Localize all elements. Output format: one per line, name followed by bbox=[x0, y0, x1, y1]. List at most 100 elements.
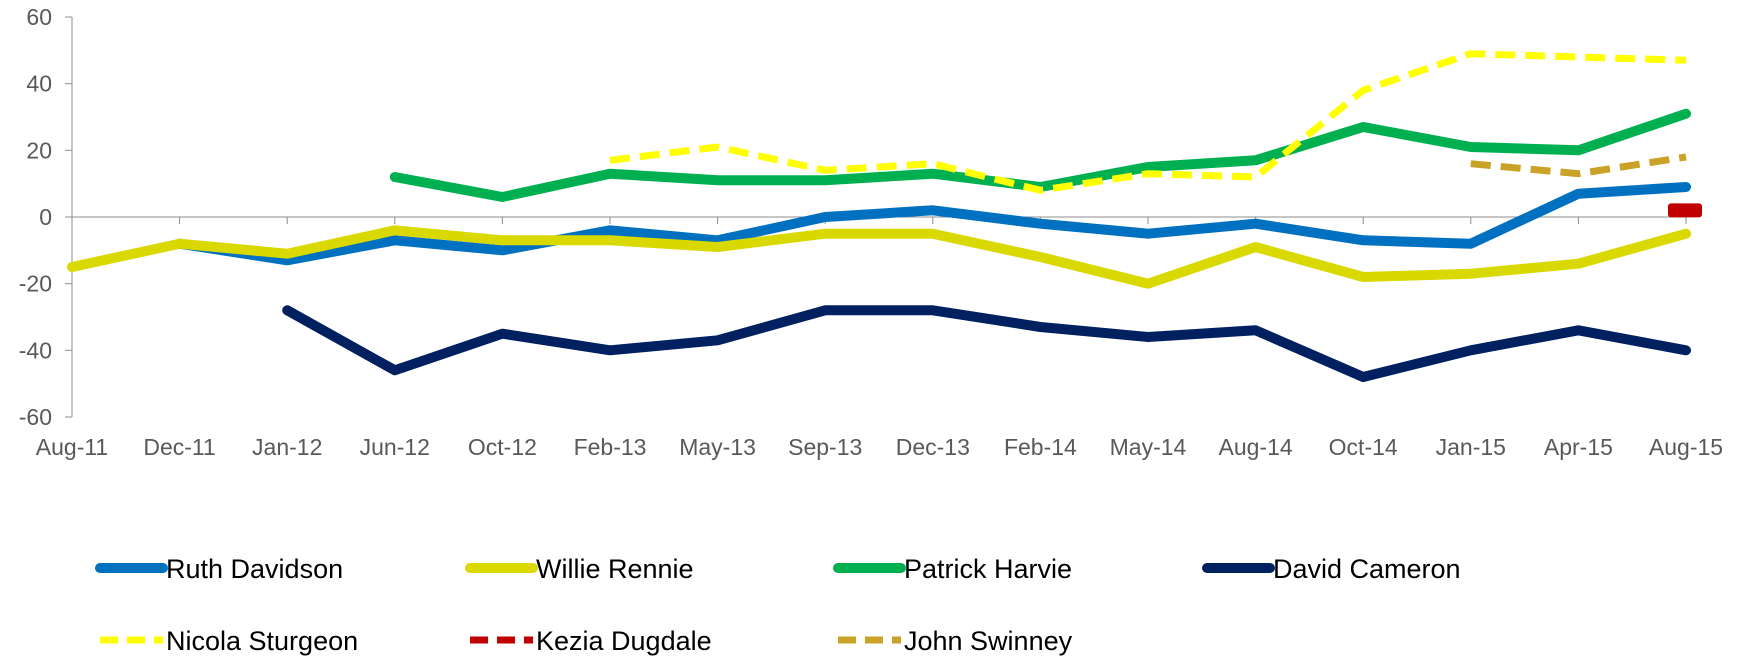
data-point bbox=[1470, 273, 1472, 275]
data-point bbox=[609, 173, 611, 175]
x-tick-label: Jun-12 bbox=[360, 434, 430, 460]
y-tick-label: -60 bbox=[19, 404, 52, 430]
data-point bbox=[932, 309, 934, 311]
x-tick-label: Dec-13 bbox=[896, 434, 970, 460]
data-point bbox=[1039, 223, 1041, 225]
data-point bbox=[717, 179, 719, 181]
legend-label: Patrick Harvie bbox=[904, 554, 1072, 584]
x-tick-label: Feb-13 bbox=[574, 434, 647, 460]
y-tick-label: 40 bbox=[26, 71, 52, 97]
data-point bbox=[717, 339, 719, 341]
data-point bbox=[394, 229, 396, 231]
x-tick-label: Aug-11 bbox=[36, 434, 108, 460]
legend-item: Patrick Harvie bbox=[833, 554, 1072, 584]
data-point bbox=[1577, 193, 1579, 195]
data-point bbox=[1039, 189, 1041, 191]
data-point bbox=[1685, 349, 1687, 351]
x-tick-label: Feb-14 bbox=[1004, 434, 1077, 460]
series-patrick-harvie bbox=[389, 108, 1691, 202]
data-point bbox=[179, 243, 181, 245]
series-kezia-dugdale bbox=[1668, 203, 1702, 218]
series-line bbox=[1470, 153, 1687, 178]
x-tick-label: Aug-15 bbox=[1649, 434, 1723, 460]
data-point bbox=[1362, 239, 1364, 241]
data-point bbox=[1362, 276, 1364, 278]
data-point bbox=[1470, 349, 1472, 351]
data-point bbox=[501, 249, 503, 251]
data-point bbox=[1685, 59, 1687, 61]
data-point bbox=[932, 233, 934, 235]
x-tick-label: Dec-11 bbox=[143, 434, 215, 460]
legend-label: Willie Rennie bbox=[536, 554, 694, 584]
data-point bbox=[1255, 246, 1257, 248]
series-david-cameron bbox=[282, 305, 1691, 382]
legend-label: David Cameron bbox=[1273, 554, 1461, 584]
data-point bbox=[1577, 173, 1579, 175]
data-point bbox=[1577, 149, 1579, 151]
data-point bbox=[1577, 329, 1579, 331]
y-tick-label: 0 bbox=[39, 204, 52, 230]
legend-item: Willie Rennie bbox=[465, 554, 694, 584]
data-point bbox=[1470, 53, 1472, 55]
legend-item: David Cameron bbox=[1202, 554, 1461, 584]
data-point bbox=[609, 239, 611, 241]
data-point bbox=[1685, 233, 1687, 235]
data-point bbox=[1255, 223, 1257, 225]
data-point bbox=[1362, 376, 1364, 378]
x-tick-label: Apr-15 bbox=[1544, 434, 1613, 460]
data-point bbox=[1255, 329, 1257, 331]
data-point bbox=[1147, 283, 1149, 285]
legend-label: John Swinney bbox=[904, 626, 1073, 656]
data-point bbox=[824, 233, 826, 235]
data-point bbox=[1685, 186, 1687, 188]
y-tick-label: -20 bbox=[19, 271, 52, 297]
legend-item: Ruth Davidson bbox=[95, 554, 343, 584]
data-point bbox=[394, 369, 396, 371]
data-point bbox=[1685, 156, 1687, 158]
data-point bbox=[824, 169, 826, 171]
series-line bbox=[67, 225, 1691, 289]
data-point bbox=[286, 309, 288, 311]
data-point bbox=[1577, 263, 1579, 265]
data-point bbox=[824, 179, 826, 181]
series-willie-rennie bbox=[67, 225, 1691, 289]
x-tick-label: Oct-14 bbox=[1329, 434, 1398, 460]
x-tick-label: May-14 bbox=[1110, 434, 1187, 460]
legend-item: Kezia Dugdale bbox=[470, 626, 712, 656]
data-point bbox=[1362, 89, 1364, 91]
data-point bbox=[609, 229, 611, 231]
data-point bbox=[1470, 146, 1472, 148]
data-point bbox=[394, 239, 396, 241]
data-point bbox=[717, 239, 719, 241]
data-point bbox=[501, 196, 503, 198]
data-point bbox=[824, 309, 826, 311]
x-tick-label: Oct-12 bbox=[468, 434, 537, 460]
legend-item: John Swinney bbox=[838, 626, 1073, 656]
data-point bbox=[1362, 126, 1364, 128]
data-point bbox=[932, 173, 934, 175]
axes: 60 40 20 0 -20 -40 -60 Aug-11 Dec-11 Jan-12 Jun-12… bbox=[19, 4, 1723, 460]
data-point bbox=[609, 349, 611, 351]
data-point bbox=[1147, 233, 1149, 235]
data-point bbox=[286, 259, 288, 261]
data-point bbox=[824, 216, 826, 218]
y-tick-label: 20 bbox=[26, 137, 52, 163]
legend-label: Nicola Sturgeon bbox=[166, 626, 358, 656]
data-point bbox=[1470, 163, 1472, 165]
data-point bbox=[1147, 166, 1149, 168]
x-tick-label: May-13 bbox=[679, 434, 756, 460]
data-point bbox=[717, 146, 719, 148]
data-point bbox=[501, 239, 503, 241]
data-point bbox=[71, 266, 73, 268]
data-point bbox=[1470, 243, 1472, 245]
data-point bbox=[501, 333, 503, 335]
x-tick-label: Jan-12 bbox=[252, 434, 322, 460]
data-point bbox=[1255, 176, 1257, 178]
series-nicola-sturgeon bbox=[609, 50, 1687, 194]
x-tick-label: Sep-13 bbox=[788, 434, 862, 460]
series-line bbox=[389, 108, 1691, 202]
series-john-swinney bbox=[1470, 153, 1687, 178]
x-tick-label: Jan-15 bbox=[1436, 434, 1506, 460]
y-tick-label: 60 bbox=[26, 4, 52, 30]
